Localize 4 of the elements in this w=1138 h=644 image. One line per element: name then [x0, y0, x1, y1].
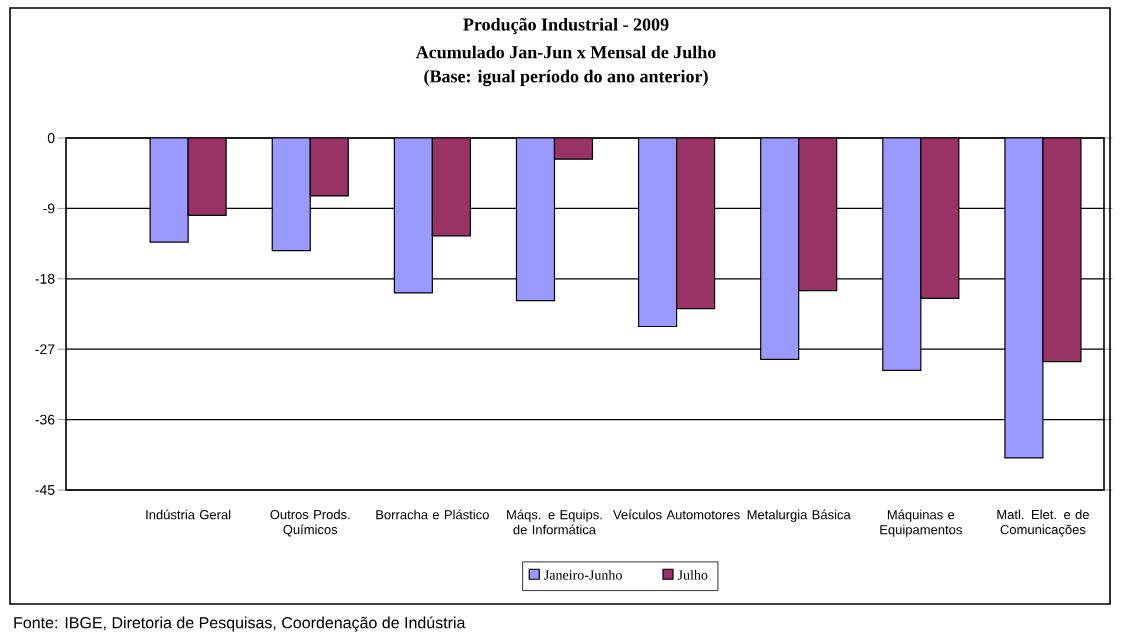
chart-subtitle: Acumulado Jan-Jun x Mensal de Julho [415, 45, 716, 59]
chart-title: Produção Industrial - 2009 [463, 17, 669, 35]
source-note: Fonte: IBGE, Diretoria de Pesquisas, Coordenação de Indústria [14, 616, 466, 632]
text: (Base: igual período do ano anterior) [424, 69, 708, 87]
